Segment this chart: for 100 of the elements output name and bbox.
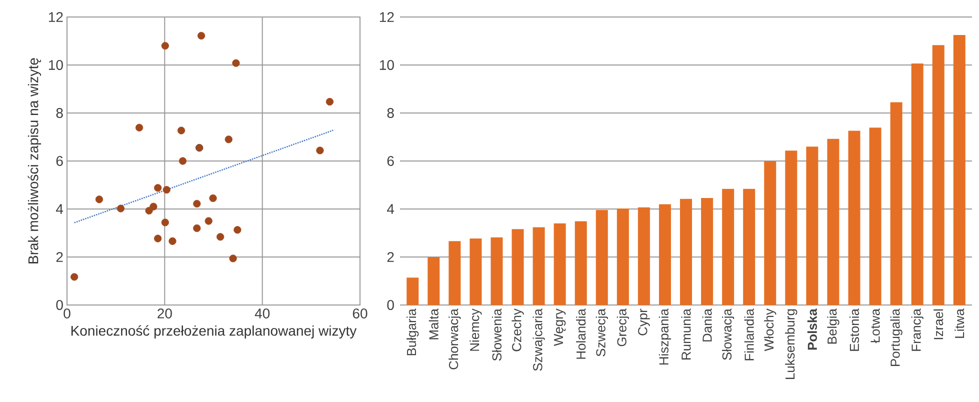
point (95, 196, 104, 204)
point (162, 186, 170, 194)
x-tick-label: Hiszpania (658, 308, 672, 365)
y-tick-label: 10 (48, 60, 63, 70)
x-tick-label: Holandia (576, 308, 586, 359)
x-tick-label: Finlandia (744, 308, 754, 360)
x-axis-title: Konieczność przełożenia zaplanowanej wizyty (71, 325, 357, 339)
bar (638, 207, 650, 305)
point (116, 204, 125, 212)
point (150, 202, 158, 210)
bar (554, 223, 566, 305)
point (224, 136, 232, 144)
bar (743, 188, 756, 305)
x-tick-label: 60 (352, 308, 368, 318)
point (161, 42, 169, 50)
point (193, 200, 201, 208)
y-tick-label: 4 (387, 204, 394, 214)
x-tick-label: 40 (254, 308, 270, 318)
point (204, 217, 212, 225)
x-tick-label: Malta (428, 308, 438, 340)
bar (574, 221, 587, 305)
y-tick-label: 8 (56, 108, 63, 118)
point (168, 237, 176, 245)
y-tick-label: 2 (387, 252, 394, 262)
x-tick-label: Węgry (554, 308, 566, 346)
x-tick-label: Czechy (512, 308, 524, 352)
x-tick-label: Rumunia (681, 308, 691, 360)
x-tick-label: Cypr (638, 308, 650, 336)
x-tick-label: Grecja (616, 308, 629, 346)
point (135, 124, 144, 132)
bar (701, 198, 714, 305)
bar (428, 257, 440, 305)
point (154, 234, 162, 242)
bar (470, 238, 482, 305)
point (316, 146, 324, 154)
x-tick-label: Szwajcaria (532, 308, 545, 371)
bar (406, 278, 419, 305)
point (232, 59, 240, 67)
x-tick-label: Chorwacja (448, 308, 461, 370)
x-tick-label: Izrael (934, 309, 944, 340)
x-tick-label: Estonia (849, 308, 860, 351)
bar (448, 241, 461, 305)
bar (848, 130, 860, 305)
x-tick-label: Włochy (764, 308, 776, 352)
x-tick-label: Bułgaria (406, 308, 419, 356)
x-tick-label: Polska (807, 308, 817, 350)
x-tick-label: Portugalia (890, 308, 902, 366)
point (193, 224, 201, 232)
bar (658, 204, 671, 305)
x-tick-label: Luksemburg (785, 309, 798, 380)
y-tick-label: 0 (387, 300, 394, 310)
bar (890, 102, 902, 305)
x-tick-label: Łotwa (870, 308, 880, 344)
bar (932, 45, 944, 305)
bar (616, 208, 629, 305)
point (197, 32, 206, 40)
point (196, 144, 204, 152)
y-tick-label: 8 (387, 108, 394, 118)
y-tick-label: 12 (48, 12, 63, 22)
y-tick-label: 0 (56, 300, 63, 310)
point (209, 194, 217, 202)
point (177, 126, 186, 134)
bar (764, 161, 776, 305)
bar (785, 150, 798, 305)
bar (911, 64, 924, 305)
bar (722, 188, 734, 305)
bar (953, 35, 966, 305)
point (216, 233, 224, 241)
x-tick-label: Szwecja (596, 308, 608, 356)
x-tick-label: Dania (702, 308, 712, 342)
y-tick-label: 4 (56, 204, 64, 214)
y-tick-label: 10 (380, 60, 394, 70)
x-tick-label: Belgia (827, 308, 840, 344)
x-tick-label: Litwa (954, 308, 964, 338)
bar (532, 227, 545, 305)
point (161, 218, 169, 226)
x-tick-label: 20 (158, 308, 172, 318)
point (70, 273, 78, 281)
x-tick-label: Francja (911, 308, 924, 351)
bar (806, 146, 818, 305)
y-axis-title: Brak możliwości zapisu na wizytę (28, 58, 42, 264)
point (326, 98, 334, 106)
y-tick-label: 6 (56, 156, 63, 166)
y-tick-label: 6 (387, 156, 394, 166)
point (229, 254, 237, 262)
bar (869, 128, 882, 305)
x-tick-label: Słowenia (492, 308, 502, 361)
point (234, 226, 242, 234)
bar (596, 210, 608, 305)
point (178, 157, 187, 165)
bar (680, 198, 692, 305)
y-tick-label: 12 (380, 12, 394, 22)
bar (827, 138, 840, 305)
point (154, 184, 162, 192)
x-tick-label: Niemcy (470, 308, 482, 351)
x-tick-label: 0 (64, 308, 70, 318)
y-tick-label: 2 (56, 252, 63, 262)
x-tick-label: Słowacja (722, 308, 734, 360)
bar (490, 237, 503, 305)
bar (512, 229, 524, 305)
